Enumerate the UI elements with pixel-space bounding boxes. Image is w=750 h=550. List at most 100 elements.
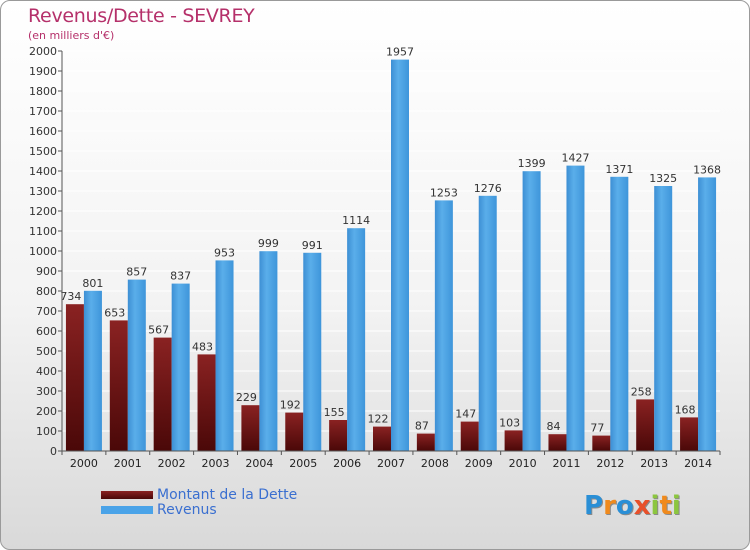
data-label-dette-2004: 229 [236, 391, 257, 404]
x-tick-label: 2008 [421, 457, 449, 470]
logo-letter: i [671, 491, 681, 521]
bar-revenus-2001 [127, 279, 146, 451]
data-label-dette-2012: 77 [590, 422, 604, 435]
data-label-dette-2013: 258 [631, 385, 652, 398]
axes-layer: 0 100 200 300 400 500 600 700 800 900 1000 1100 1200… [29, 45, 721, 470]
data-label-dette-2000: 734 [60, 290, 81, 303]
bar-revenus-2004 [259, 251, 278, 451]
chart-subtitle: (en milliers d'€) [28, 29, 115, 42]
legend-label-revenus: Revenus [157, 502, 217, 518]
bar-dette-2012 [592, 435, 611, 451]
bar-dette-2006 [329, 420, 348, 451]
data-label-dette-2009: 147 [455, 408, 476, 421]
data-label-dette-2010: 103 [499, 416, 520, 429]
y-tick-label: 1800 [29, 85, 57, 98]
x-tick-label: 2005 [289, 457, 317, 470]
y-tick-label: 100 [36, 425, 57, 438]
bar-dette-2000 [65, 304, 84, 451]
data-label-revenus-2014: 1368 [693, 163, 721, 176]
data-label-revenus-2009: 1276 [474, 182, 502, 195]
data-label-revenus-2003: 953 [214, 246, 235, 259]
bar-dette-2010 [504, 430, 523, 451]
x-tick-label: 2012 [596, 457, 624, 470]
bar-revenus-2011 [566, 165, 585, 451]
legend-swatch-dette [101, 491, 153, 499]
bar-revenus-2003 [215, 260, 234, 451]
logo-letter: o [615, 491, 634, 521]
x-tick-label: 2010 [509, 457, 537, 470]
y-tick-label: 200 [36, 405, 57, 418]
bar-revenus-2008 [434, 200, 453, 451]
bar-revenus-2014 [698, 177, 717, 451]
data-label-dette-2008: 87 [415, 420, 429, 433]
x-tick-label: 2007 [377, 457, 405, 470]
bar-dette-2013 [636, 399, 655, 451]
y-tick-label: 700 [36, 305, 57, 318]
x-tick-label: 2004 [245, 457, 273, 470]
chart-title: Revenus/Dette - SEVREY [28, 5, 255, 27]
bar-revenus-2006 [347, 228, 366, 451]
bar-dette-2014 [680, 417, 699, 451]
y-tick-label: 1600 [29, 125, 57, 138]
bar-dette-2003 [197, 354, 216, 451]
y-tick-label: 2000 [29, 45, 57, 58]
data-label-revenus-2013: 1325 [649, 172, 677, 185]
logo-letter: i [650, 491, 660, 521]
data-label-revenus-2007: 1957 [386, 46, 414, 59]
bar-revenus-2013 [654, 186, 673, 451]
x-tick-label: 2000 [70, 457, 98, 470]
y-tick-label: 800 [36, 285, 57, 298]
bar-revenus-2012 [610, 176, 629, 452]
x-tick-label: 2014 [684, 457, 712, 470]
bar-dette-2007 [373, 426, 391, 451]
y-tick-label: 1400 [29, 165, 57, 178]
y-tick-label: 1500 [29, 145, 57, 158]
y-tick-label: 600 [36, 325, 57, 338]
data-label-dette-2011: 84 [546, 420, 560, 433]
data-label-revenus-2000: 801 [82, 277, 103, 290]
data-label-revenus-2005: 991 [302, 239, 323, 252]
bar-dette-2009 [460, 421, 479, 451]
data-label-revenus-2010: 1399 [518, 157, 546, 170]
y-tick-label: 1100 [29, 225, 57, 238]
data-label-dette-2005: 192 [280, 399, 301, 412]
proxiti-logo: Proxiti [584, 491, 681, 521]
bar-revenus-2007 [391, 59, 409, 451]
x-tick-label: 2013 [640, 457, 668, 470]
y-tick-label: 0 [50, 445, 57, 458]
bar-revenus-2010 [522, 171, 541, 451]
legend-label-dette: Montant de la Dette [157, 487, 298, 503]
x-tick-label: 2001 [114, 457, 142, 470]
data-label-dette-2014: 168 [675, 403, 696, 416]
y-tick-label: 1200 [29, 205, 57, 218]
logo-letter: r [603, 491, 616, 521]
y-tick-label: 1700 [29, 105, 57, 118]
x-tick-label: 2003 [202, 457, 230, 470]
data-label-revenus-2001: 857 [126, 266, 147, 279]
data-label-dette-2002: 567 [148, 324, 169, 337]
y-tick-label: 900 [36, 265, 57, 278]
x-tick-label: 2009 [465, 457, 493, 470]
bar-dette-2001 [109, 320, 128, 451]
bar-dette-2002 [153, 337, 172, 451]
data-label-dette-2003: 483 [192, 340, 213, 353]
y-tick-label: 1300 [29, 185, 57, 198]
legend-swatch-revenus [101, 506, 153, 514]
bar-dette-2011 [548, 434, 567, 451]
bar-revenus-2002 [171, 283, 190, 451]
y-tick-label: 1900 [29, 65, 57, 78]
bar-revenus-2000 [83, 290, 102, 451]
data-label-dette-2006: 155 [324, 406, 345, 419]
bar-dette-2005 [285, 412, 304, 451]
y-tick-label: 500 [36, 345, 57, 358]
data-label-dette-2007: 122 [368, 413, 389, 426]
data-label-dette-2001: 653 [104, 306, 125, 319]
x-tick-label: 2006 [333, 457, 361, 470]
data-label-revenus-2012: 1371 [605, 163, 633, 176]
bar-revenus-2009 [478, 195, 497, 451]
y-tick-label: 300 [36, 385, 57, 398]
x-tick-label: 2011 [552, 457, 580, 470]
